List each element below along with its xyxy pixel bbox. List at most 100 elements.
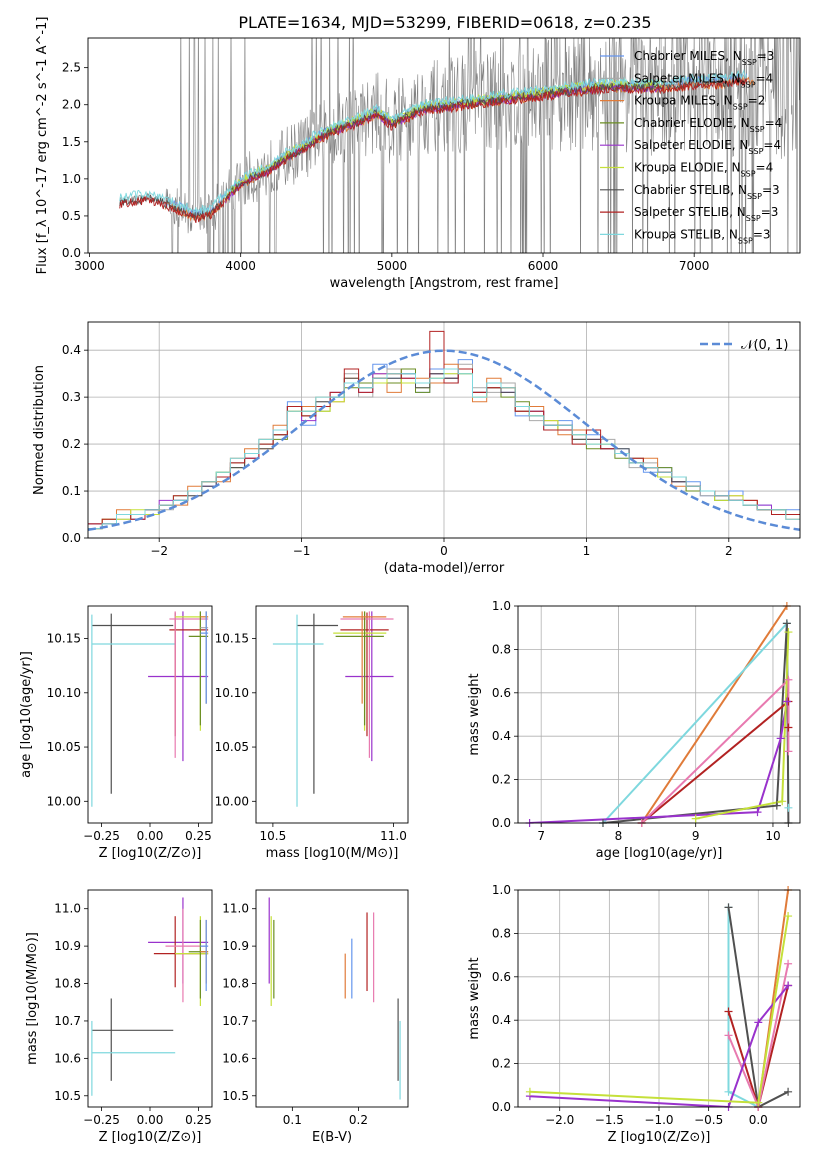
y-tick-label: 11.0 xyxy=(54,902,81,916)
y-tick-label: 0.8 xyxy=(492,926,511,940)
axes-frame xyxy=(255,605,409,824)
age-vs-z-plot-area xyxy=(91,611,209,807)
x-tick-label: 0.00 xyxy=(137,1113,164,1127)
y-tick-label: 10.6 xyxy=(222,1051,249,1065)
weight-marker xyxy=(784,981,793,990)
y-tick-label: 1.5 xyxy=(62,135,81,149)
weight-marker xyxy=(772,801,781,810)
y-tick-label: 10.10 xyxy=(47,686,81,700)
x-tick-label: 7000 xyxy=(679,259,710,273)
weight-marker xyxy=(782,619,791,628)
axes-frame xyxy=(255,889,409,1108)
y-tick-label: 1.0 xyxy=(492,599,511,613)
mass-vs-ebv-plot-area xyxy=(268,897,401,1100)
x-tick-label: 0.00 xyxy=(137,829,164,843)
observed-spectrum-line xyxy=(119,38,800,253)
x-tick-label: 0.25 xyxy=(185,829,212,843)
weight-marker xyxy=(784,723,793,732)
y-tick-label: 0.4 xyxy=(492,729,511,743)
y-axis-label: Normed distribution xyxy=(32,365,47,495)
x-tick-label: 11.0 xyxy=(380,829,407,843)
x-tick-label: 4000 xyxy=(225,259,256,273)
y-tick-label: 2.5 xyxy=(62,61,81,75)
x-axis-label: age [log10(age/yr)] xyxy=(596,846,723,861)
weight-marker xyxy=(724,1031,733,1040)
x-tick-label: −0.25 xyxy=(83,1113,120,1127)
weight-marker xyxy=(525,1087,534,1096)
y-tick-label: 2.0 xyxy=(62,98,81,112)
x-axis-label: Z [log10(Z/Z⊙)] xyxy=(99,846,202,861)
y-tick-label: 10.7 xyxy=(54,1014,81,1028)
weight-line xyxy=(727,907,789,1107)
legend-entry: Salpeter STELIB, NSSP=3 xyxy=(634,205,778,223)
y-tick-label: 10.05 xyxy=(215,740,249,754)
residuals-plot-area xyxy=(88,330,800,532)
y-tick-label: 0.4 xyxy=(62,343,81,357)
weight-marker xyxy=(753,808,762,817)
weight-marker xyxy=(784,1087,793,1096)
legend-entry: Salpeter ELODIE, NSSP=4 xyxy=(634,138,781,156)
weight-vs-age-axes: 7 8 9 10 0.0 0.2 0.4 0.6 0.8 1.0 age [log10(age/yr… xyxy=(467,599,801,861)
residual-histogram xyxy=(88,368,800,530)
x-tick-label: −1.5 xyxy=(595,1113,624,1127)
y-tick-label: 0.2 xyxy=(492,1057,511,1071)
x-tick-label: 0.1 xyxy=(283,1113,302,1127)
y-tick-label: 0.2 xyxy=(492,773,511,787)
weight-line xyxy=(727,963,790,1107)
y-tick-label: 10.00 xyxy=(215,794,249,808)
axes-frame xyxy=(87,321,801,539)
weight-vs-age-plot-area xyxy=(529,606,790,823)
residuals-axes: −2 −1 0 1 2 0.0 0.1 0.2 0.3 0.4 (data-model)/error… xyxy=(32,321,801,576)
legend-entry: Kroupa STELIB, NSSP=3 xyxy=(634,227,771,245)
x-tick-label: −1 xyxy=(293,544,311,558)
y-tick-label: 0.4 xyxy=(492,1013,511,1027)
y-tick-label: 10.5 xyxy=(54,1089,81,1103)
y-tick-label: 1.0 xyxy=(492,883,511,897)
x-tick-label: 3000 xyxy=(74,259,105,273)
y-tick-label: 0.0 xyxy=(492,1100,511,1114)
weight-line xyxy=(640,606,788,823)
x-tick-label: 9 xyxy=(692,829,700,843)
x-tick-label: −2.0 xyxy=(545,1113,574,1127)
y-tick-label: 10.9 xyxy=(54,939,81,953)
weight-line xyxy=(529,701,788,823)
weight-marker xyxy=(724,903,733,912)
figure-title: PLATE=1634, MJD=53299, FIBERID=0618, z=0… xyxy=(238,13,651,32)
weight-marker xyxy=(754,1098,763,1107)
weight-marker xyxy=(776,734,785,743)
x-axis-label: Z [log10(Z/Z⊙)] xyxy=(608,1130,711,1145)
x-axis-label: (data-model)/error xyxy=(384,561,505,576)
y-axis-label: Flux [f_λ 10^-17 erg cm^-2 s^-1 A^-1] xyxy=(35,17,50,275)
weight-marker xyxy=(778,797,787,806)
x-tick-label: 6000 xyxy=(528,259,559,273)
y-tick-label: 0.6 xyxy=(492,970,511,984)
legend-entry: Chabrier STELIB, NSSP=3 xyxy=(634,183,780,201)
y-tick-label: 0.5 xyxy=(62,209,81,223)
x-tick-label: 5000 xyxy=(377,259,408,273)
spectrum-legend: Chabrier MILES, NSSP=3 Salpeter MILES, NS… xyxy=(600,49,782,245)
y-tick-label: 10.00 xyxy=(47,794,81,808)
x-tick-label: 10.5 xyxy=(260,829,287,843)
x-axis-label: Z [log10(Z/Z⊙)] xyxy=(99,1130,202,1145)
y-axis-label: mass weight xyxy=(467,673,482,755)
y-axis-label: age [log10(age/yr)] xyxy=(19,651,34,778)
y-tick-label: 0.6 xyxy=(492,686,511,700)
y-tick-label: 1.0 xyxy=(62,172,81,186)
y-tick-label: 10.10 xyxy=(215,686,249,700)
age-vs-mass-plot-area xyxy=(272,611,394,807)
mass-vs-z-plot-area xyxy=(91,897,209,1096)
weight-marker xyxy=(782,697,791,706)
mass-vs-z-axes: −0.25 0.00 0.25 10.5 10.6 10.7 10.8 10.9 11.0 Z [… xyxy=(25,889,213,1145)
y-tick-label: 11.0 xyxy=(222,902,249,916)
residual-histogram xyxy=(88,368,800,530)
y-tick-label: 10.6 xyxy=(54,1051,81,1065)
y-axis-label: mass [log10(M/M⊙)] xyxy=(25,932,40,1065)
age-vs-z-axes: −0.25 0.00 0.25 10.00 10.05 10.10 10.15 Z [log1… xyxy=(19,605,213,861)
weight-line xyxy=(727,985,790,1107)
axes-frame xyxy=(87,889,213,1108)
legend-entry: Kroupa ELODIE, NSSP=4 xyxy=(634,161,773,179)
spectrum-plot-area xyxy=(119,38,800,253)
axes-frame xyxy=(87,37,801,254)
weight-marker xyxy=(784,803,793,812)
model-spectrum-line xyxy=(119,68,747,215)
